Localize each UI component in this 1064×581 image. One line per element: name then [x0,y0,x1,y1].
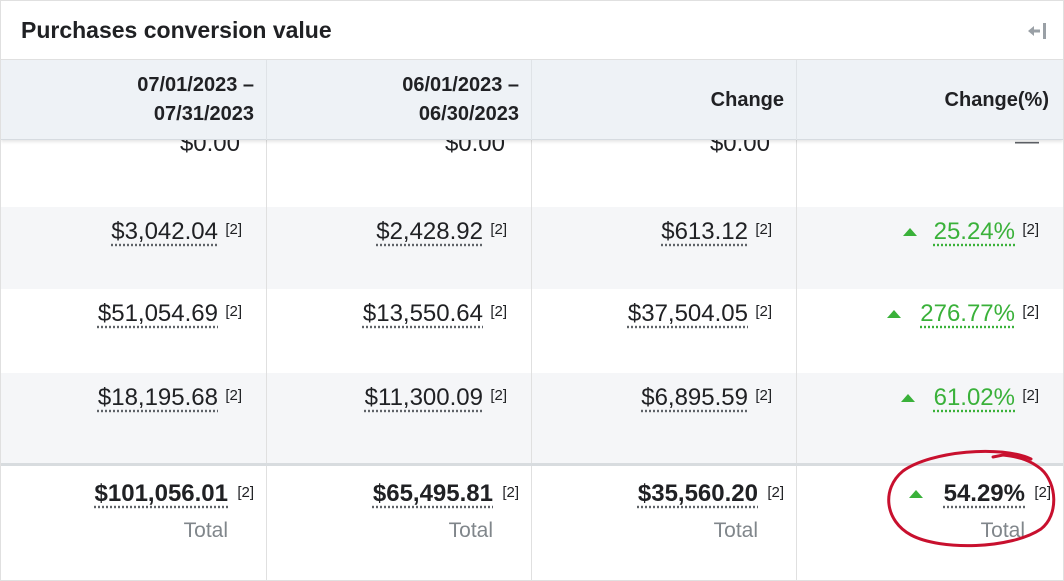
table-cell-value[interactable]: 276.77% [920,300,1015,327]
column-header-label: 07/01/2023 – 07/31/2023 [137,74,254,125]
column-header-current-period[interactable]: 07/01/2023 – 07/31/2023 [1,60,267,140]
total-label: Total [980,519,1025,542]
footnote-marker[interactable]: [2] [225,387,242,404]
table-header-row: 07/01/2023 – 07/31/2023 06/01/2023 – 06/… [1,60,1063,140]
total-value[interactable]: $65,495.81 [372,480,493,507]
table-cell-value: $0.00 [444,140,505,157]
table-cell-value: $0.00 [179,140,240,157]
column-header-label: Change [710,88,784,111]
column-header-previous-period[interactable]: 06/01/2023 – 06/30/2023 [267,60,532,140]
table-total-row: $101,056.01 [2] Total $65,495.81 [2] Total $… [1,463,1063,580]
footnote-marker[interactable]: [2] [755,221,772,238]
footnote-marker[interactable]: [2] [237,484,254,501]
table-cell-value: — [1015,140,1039,155]
footnote-marker[interactable]: [2] [1022,387,1039,404]
footnote-marker[interactable]: [2] [1022,303,1039,320]
footnote-marker[interactable]: [2] [755,387,772,404]
footnote-marker[interactable]: [2] [225,303,242,320]
column-header-change-percent[interactable]: Change(%) [797,60,1063,140]
table-body: $0.00 $0.00 $0.00 — $3,042.04 [2] $2,428.… [1,140,1063,580]
increase-arrow-icon [887,310,901,318]
total-value[interactable]: $101,056.01 [94,480,228,507]
increase-arrow-icon [901,394,915,402]
total-value[interactable]: 54.29% [943,480,1025,507]
table-cell-value[interactable]: $13,550.64 [362,300,483,327]
column-header-change[interactable]: Change [532,60,797,140]
table-row: $0.00 $0.00 $0.00 — [1,140,1063,207]
table-cell-value[interactable]: $18,195.68 [97,384,218,411]
footnote-marker[interactable]: [2] [225,221,242,238]
table-row: $18,195.68 [2] $11,300.09 [2] $6,895.59 [2]… [1,373,1063,463]
table-cell-value[interactable]: $6,895.59 [641,384,748,411]
card-header: Purchases conversion value [1,1,1063,60]
table-cell-value[interactable]: 25.24% [933,218,1015,245]
table-cell-value[interactable]: 61.02% [933,384,1015,411]
footnote-marker[interactable]: [2] [755,303,772,320]
column-header-label: 06/01/2023 – 06/30/2023 [402,74,519,125]
table-cell-value[interactable]: $51,054.69 [97,300,218,327]
total-label: Total [448,519,493,542]
table-cell-value[interactable]: $613.12 [661,218,748,245]
total-label: Total [183,519,228,542]
table-cell-value[interactable]: $3,042.04 [111,218,218,245]
table-row: $51,054.69 [2] $13,550.64 [2] $37,504.05 [2… [1,289,1063,373]
table-row: $3,042.04 [2] $2,428.92 [2] $613.12 [2] 25.… [1,207,1063,289]
increase-arrow-icon [909,490,923,498]
table-cell-value[interactable]: $37,504.05 [627,300,748,327]
footnote-marker[interactable]: [2] [1022,221,1039,238]
footnote-marker[interactable]: [2] [502,484,519,501]
footnote-marker[interactable]: [2] [490,387,507,404]
collapse-right-icon[interactable] [1025,19,1049,43]
column-header-label: Change(%) [944,88,1049,111]
table-cell-value[interactable]: $11,300.09 [364,384,483,411]
table-cell-value: $0.00 [709,140,770,157]
card-title: Purchases conversion value [21,17,332,43]
footnote-marker[interactable]: [2] [490,303,507,320]
total-label: Total [713,519,758,542]
footnote-marker[interactable]: [2] [1034,484,1051,501]
total-value[interactable]: $35,560.20 [637,480,758,507]
footnote-marker[interactable]: [2] [490,221,507,238]
increase-arrow-icon [903,228,917,236]
footnote-marker[interactable]: [2] [767,484,784,501]
table-cell-value[interactable]: $2,428.92 [376,218,483,245]
